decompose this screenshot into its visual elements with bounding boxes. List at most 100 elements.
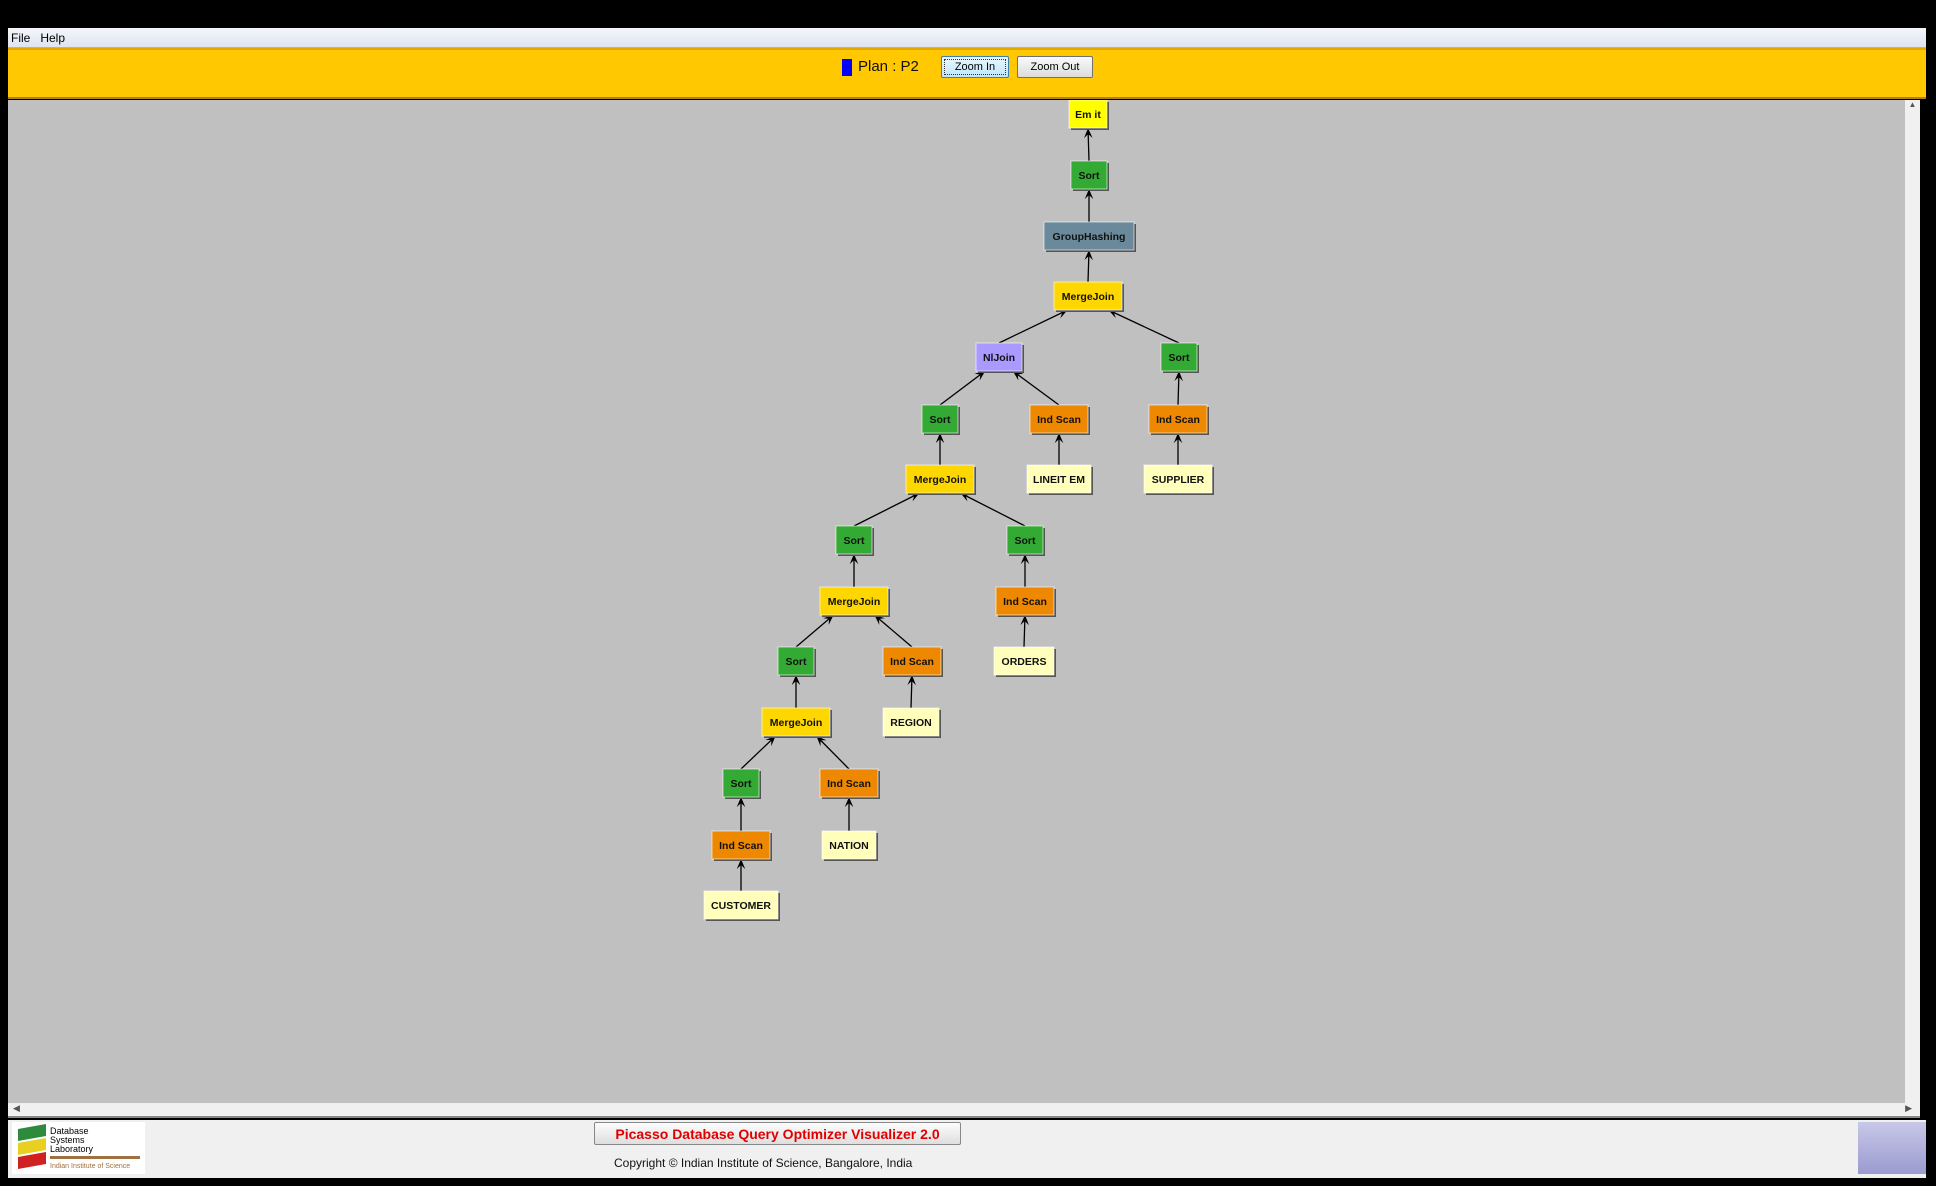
plan-node-sort[interactable]: Sort xyxy=(722,768,761,799)
plan-node-label: Ind Scan xyxy=(827,778,871,790)
plan-node-label: MergeJoin xyxy=(828,596,881,608)
scroll-left-icon[interactable]: ◀ xyxy=(13,1103,20,1113)
svg-text:Indian Institute of Science: Indian Institute of Science xyxy=(50,1163,130,1170)
plan-node-indscan[interactable]: Ind Scan xyxy=(819,768,880,799)
edge-arrow xyxy=(815,735,850,770)
plan-node-sort[interactable]: Sort xyxy=(1006,525,1045,556)
edge-arrow xyxy=(873,614,913,648)
edge-arrow xyxy=(791,675,801,708)
plan-node-indscan[interactable]: Ind Scan xyxy=(1148,404,1209,435)
plan-node-label: REGION xyxy=(890,717,931,729)
plan-node-label: Sort xyxy=(930,414,952,426)
svg-text:Laboratory: Laboratory xyxy=(50,1144,94,1154)
plan-node-indscan[interactable]: Ind Scan xyxy=(1029,404,1090,435)
plan-tree-canvas[interactable]: Em it Sort GroupHashing MergeJoin NlJoin Sort… xyxy=(8,99,1905,1103)
edge-arrow xyxy=(1054,433,1064,465)
plan-node-mergejoin[interactable]: MergeJoin xyxy=(761,707,832,738)
horizontal-scrollbar[interactable]: ◀ ▶ xyxy=(8,1103,1920,1118)
edge-arrow xyxy=(740,735,777,770)
plan-color-swatch xyxy=(842,59,852,76)
vertical-scrollbar[interactable]: ▲ xyxy=(1905,100,1920,1103)
edge-arrow xyxy=(1173,433,1183,465)
menu-help[interactable]: Help xyxy=(40,30,66,45)
plan-node-mergejoin[interactable]: MergeJoin xyxy=(1053,281,1124,312)
edge-arrow xyxy=(849,554,859,587)
plan-node-label: SUPPLIER xyxy=(1152,474,1205,486)
menu-bar: File Help xyxy=(8,28,1926,48)
plan-node-table[interactable]: SUPPLIER xyxy=(1143,464,1214,495)
svg-text:Database: Database xyxy=(50,1126,89,1136)
footer: Database Systems Laboratory Indian Insti… xyxy=(8,1120,1926,1178)
edge-arrow xyxy=(998,309,1068,344)
plan-node-label: CUSTOMER xyxy=(711,900,771,912)
plan-node-label: MergeJoin xyxy=(914,474,967,486)
plan-node-label: Sort xyxy=(786,656,808,668)
plan-node-label: Ind Scan xyxy=(890,656,934,668)
plan-node-label: Sort xyxy=(1079,170,1101,182)
plan-node-sort[interactable]: Sort xyxy=(1160,342,1199,373)
edge-arrow xyxy=(1174,370,1183,406)
plan-node-label: Sort xyxy=(731,778,753,790)
menu-file[interactable]: File xyxy=(11,30,31,45)
plan-node-sort[interactable]: Sort xyxy=(921,404,960,435)
dsl-logo: Database Systems Laboratory Indian Insti… xyxy=(12,1122,145,1174)
edge-arrow xyxy=(1084,189,1094,222)
plan-node-label: Ind Scan xyxy=(1156,414,1200,426)
plan-node-nljoin[interactable]: NlJoin xyxy=(975,342,1024,373)
plan-node-sort[interactable]: Sort xyxy=(777,646,816,677)
zoom-out-button[interactable]: Zoom Out xyxy=(1017,56,1093,78)
plan-node-table[interactable]: LINEIT EM xyxy=(1026,464,1093,495)
zoom-in-button[interactable]: Zoom In xyxy=(941,56,1009,78)
plan-node-label: MergeJoin xyxy=(770,717,823,729)
plan-node-table[interactable]: ORDERS xyxy=(993,646,1056,677)
plan-node-table[interactable]: REGION xyxy=(882,707,941,738)
scroll-right-icon[interactable]: ▶ xyxy=(1905,1103,1912,1113)
edge-arrow xyxy=(853,492,920,527)
copyright-text: Copyright © Indian Institute of Science,… xyxy=(614,1156,913,1170)
plan-node-emit[interactable]: Em it xyxy=(1068,99,1109,130)
plan-node-label: ORDERS xyxy=(1002,656,1047,668)
plan-node-label: NATION xyxy=(829,840,868,852)
plan-node-label: Sort xyxy=(1015,535,1037,547)
plan-node-label: Ind Scan xyxy=(1003,596,1047,608)
edge-arrow xyxy=(736,859,746,891)
plan-node-label: Sort xyxy=(844,535,866,547)
svg-text:Systems: Systems xyxy=(50,1135,85,1145)
plan-node-indscan[interactable]: Ind Scan xyxy=(995,586,1056,617)
plan-node-label: MergeJoin xyxy=(1062,291,1115,303)
plan-node-table[interactable]: NATION xyxy=(821,830,878,861)
edge-arrow xyxy=(1020,614,1029,648)
plan-node-label: GroupHashing xyxy=(1053,231,1126,243)
plan-node-label: Sort xyxy=(1169,352,1191,364)
dsl-logo-icon: Database Systems Laboratory Indian Insti… xyxy=(18,1124,140,1170)
plan-node-label: LINEIT EM xyxy=(1033,474,1085,486)
edge-arrow xyxy=(960,492,1026,527)
edge-arrow xyxy=(736,797,746,831)
plan-node-sort[interactable]: Sort xyxy=(835,525,874,556)
plan-node-label: Em it xyxy=(1075,109,1101,121)
edge-arrow xyxy=(795,614,835,648)
iisc-emblem-icon xyxy=(1858,1122,1926,1174)
plan-node-grouphashing[interactable]: GroupHashing xyxy=(1043,221,1136,252)
edge-arrow xyxy=(1012,370,1060,406)
edge-arrow xyxy=(1020,554,1030,587)
edge-arrow xyxy=(935,433,945,465)
plan-node-label: Ind Scan xyxy=(719,840,763,852)
plan-tree: Em it Sort GroupHashing MergeJoin NlJoin Sort… xyxy=(703,99,1214,921)
plan-node-mergejoin[interactable]: MergeJoin xyxy=(819,586,890,617)
plan-node-table[interactable]: CUSTOMER xyxy=(703,890,780,921)
plan-node-label: NlJoin xyxy=(983,352,1015,364)
edge-arrow xyxy=(1084,127,1093,162)
app-title-button[interactable]: Picasso Database Query Optimizer Visuali… xyxy=(594,1122,961,1145)
plan-node-indscan[interactable]: Ind Scan xyxy=(882,646,943,677)
edge-arrow xyxy=(939,370,986,406)
plan-node-sort[interactable]: Sort xyxy=(1070,160,1109,191)
edge-arrow xyxy=(1084,249,1093,283)
plan-label: Plan : P2 xyxy=(858,58,919,75)
edge-arrow xyxy=(907,674,916,709)
toolbar: Plan : P2 Zoom In Zoom Out xyxy=(8,48,1926,99)
plan-node-indscan[interactable]: Ind Scan xyxy=(711,830,772,861)
edge-arrow xyxy=(1108,309,1180,344)
plan-node-mergejoin[interactable]: MergeJoin xyxy=(905,464,976,495)
edge-arrow xyxy=(844,797,854,831)
